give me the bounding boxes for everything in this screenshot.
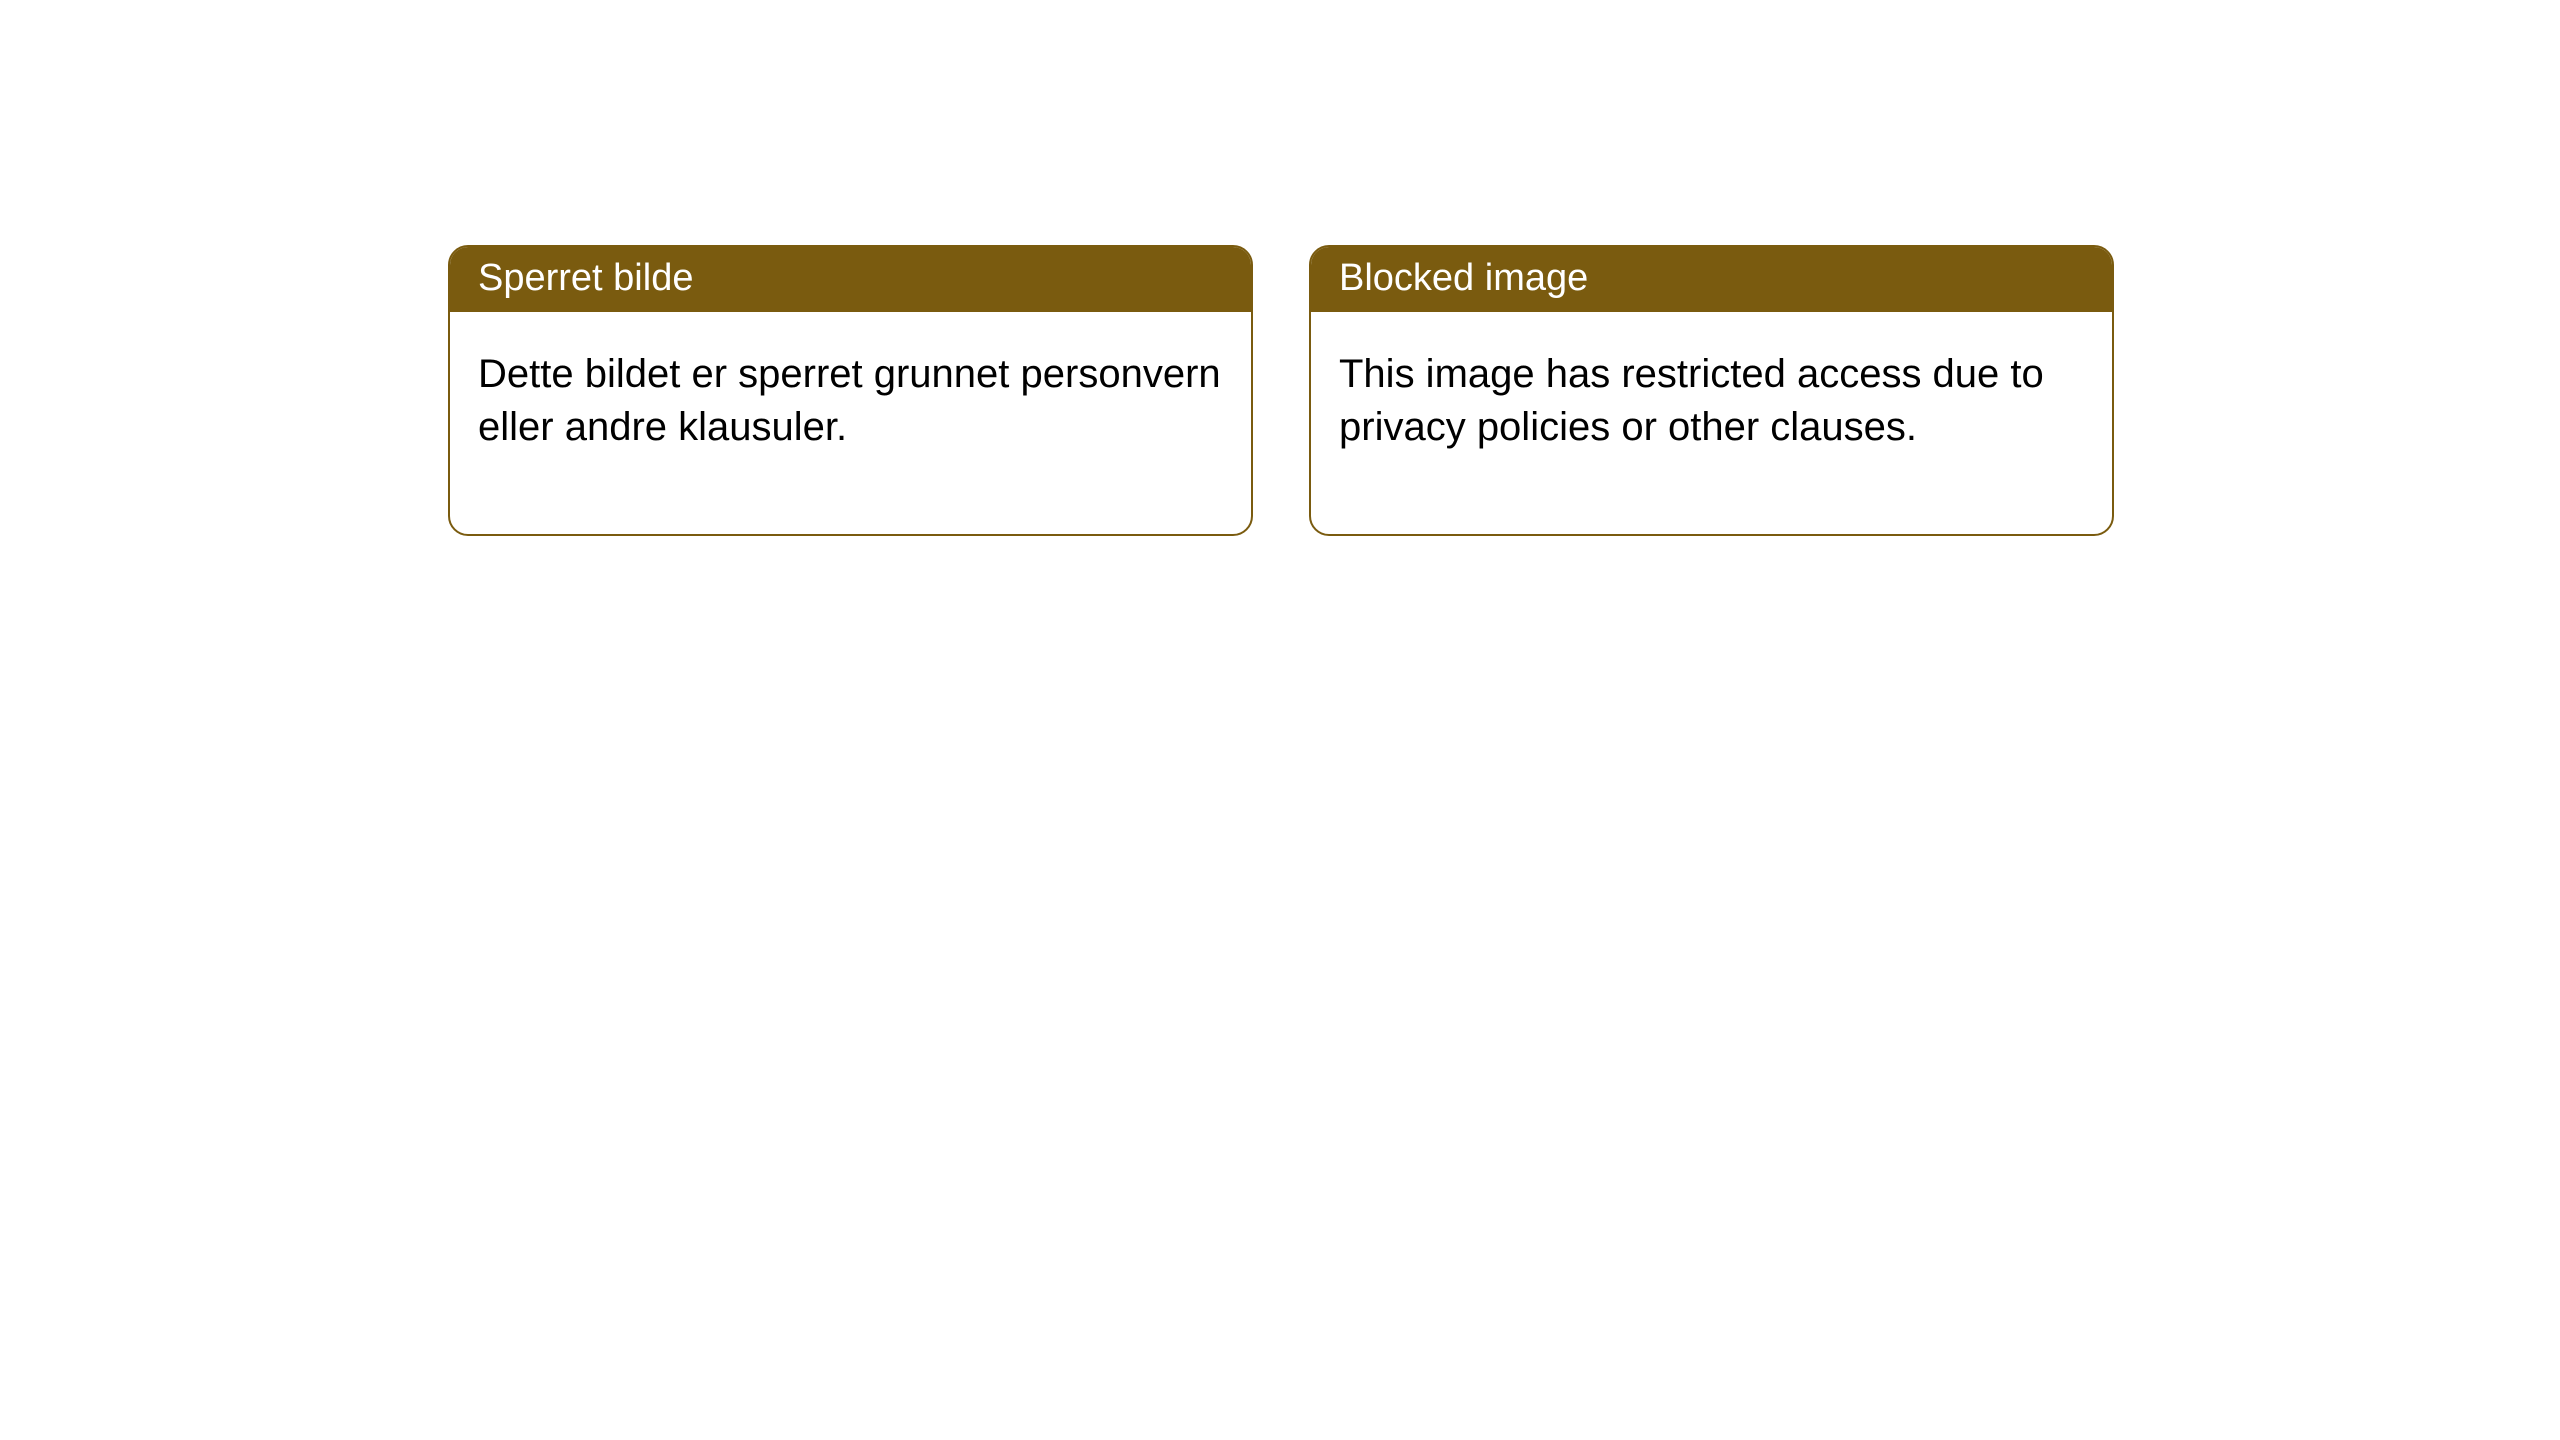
card-title: Sperret bilde	[478, 257, 693, 299]
card-body-text: This image has restricted access due to …	[1339, 352, 2044, 449]
notice-card-norwegian: Sperret bilde Dette bildet er sperret gr…	[448, 245, 1253, 536]
card-body: Dette bildet er sperret grunnet personve…	[450, 312, 1251, 534]
notice-container: Sperret bilde Dette bildet er sperret gr…	[0, 0, 2560, 536]
card-header: Blocked image	[1311, 247, 2112, 312]
card-body: This image has restricted access due to …	[1311, 312, 2112, 534]
card-title: Blocked image	[1339, 257, 1588, 299]
card-header: Sperret bilde	[450, 247, 1251, 312]
card-body-text: Dette bildet er sperret grunnet personve…	[478, 352, 1221, 449]
notice-card-english: Blocked image This image has restricted …	[1309, 245, 2114, 536]
